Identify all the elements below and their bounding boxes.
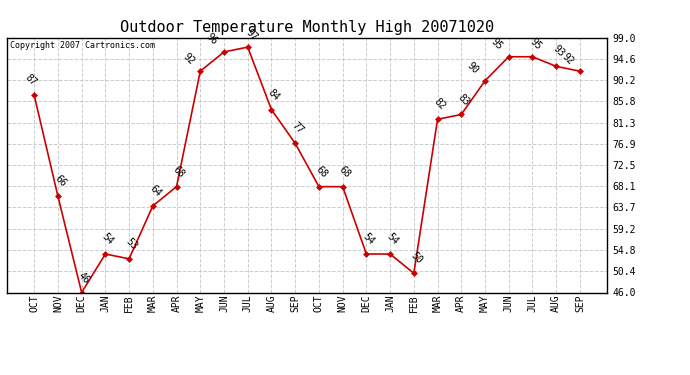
Text: 82: 82 (432, 97, 448, 112)
Title: Outdoor Temperature Monthly High 20071020: Outdoor Temperature Monthly High 2007102… (120, 20, 494, 35)
Text: 93: 93 (551, 44, 566, 59)
Text: 77: 77 (290, 121, 305, 136)
Text: 46: 46 (77, 270, 92, 285)
Text: 54: 54 (385, 231, 400, 247)
Text: 97: 97 (244, 27, 259, 42)
Text: 92: 92 (181, 51, 196, 66)
Text: 87: 87 (23, 73, 39, 88)
Text: 92: 92 (560, 51, 575, 66)
Text: 68: 68 (337, 164, 353, 179)
Text: 68: 68 (171, 164, 186, 179)
Text: 64: 64 (148, 183, 163, 199)
Text: 95: 95 (489, 36, 504, 52)
Text: 50: 50 (408, 251, 424, 266)
Text: 54: 54 (361, 231, 377, 247)
Text: 54: 54 (100, 231, 115, 247)
Text: 53: 53 (124, 236, 139, 252)
Text: 83: 83 (456, 92, 471, 107)
Text: 96: 96 (204, 32, 220, 47)
Text: 68: 68 (313, 164, 329, 179)
Text: 66: 66 (52, 174, 68, 189)
Text: 90: 90 (466, 61, 481, 76)
Text: 84: 84 (266, 87, 282, 102)
Text: 95: 95 (529, 36, 544, 52)
Text: Copyright 2007 Cartronics.com: Copyright 2007 Cartronics.com (10, 41, 155, 50)
